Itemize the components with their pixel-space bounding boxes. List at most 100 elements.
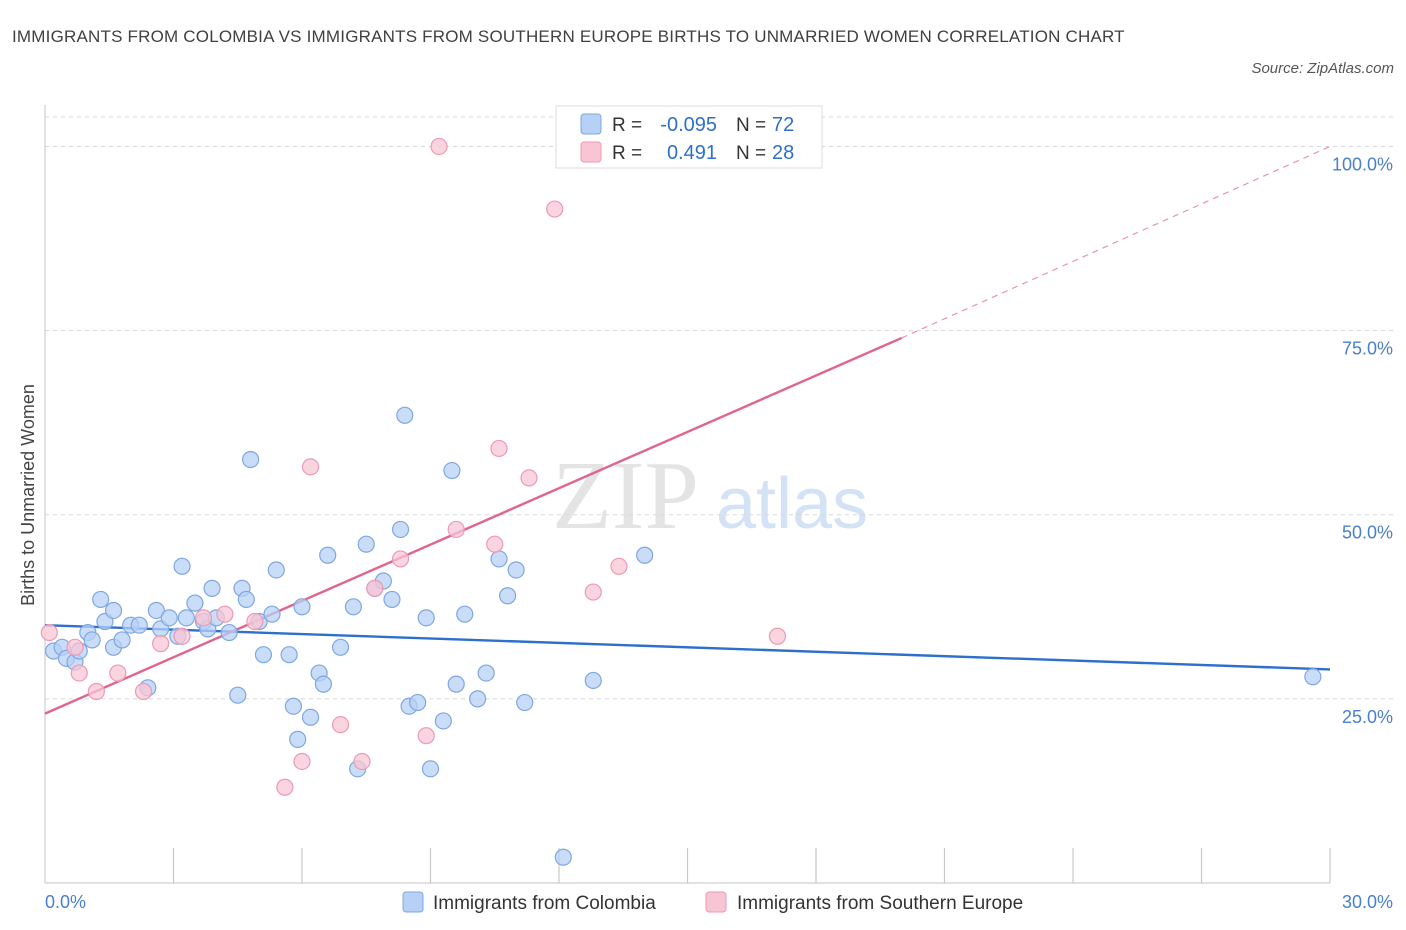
scatter-point-blue xyxy=(314,675,333,693)
scatter-point-pink xyxy=(87,682,106,701)
stats-swatch-blue xyxy=(580,113,602,135)
scatter-point-pink xyxy=(546,200,564,218)
scatter-point-blue xyxy=(280,646,298,664)
scatter-point-pink xyxy=(109,664,127,682)
stats-r-label-blue: R = xyxy=(612,115,642,136)
source-label: Source: ZipAtlas.com xyxy=(1251,60,1394,77)
y-tick-label: 25.0% xyxy=(1342,707,1393,727)
scatter-point-pink xyxy=(486,535,504,553)
scatter-point-pink xyxy=(610,557,628,575)
legend-label-southern-europe: Immigrants from Southern Europe xyxy=(737,893,1023,914)
stats-r-value-pink: 0.491 xyxy=(667,142,717,164)
scatter-point-blue xyxy=(499,587,517,605)
scatter-point-pink xyxy=(391,550,410,568)
gridlines xyxy=(45,116,1393,700)
scatter-point-blue xyxy=(391,520,410,539)
tick-labels: 25.0% 50.0% 75.0% 100.0% 0.0% 30.0% xyxy=(45,154,1393,912)
scatter-point-pink xyxy=(66,638,84,656)
scatter-point-blue xyxy=(293,598,311,616)
chart-title: IMMIGRANTS FROM COLOMBIA VS IMMIGRANTS F… xyxy=(12,27,1125,46)
scatter-point-pink xyxy=(366,579,384,597)
scatter-point-blue xyxy=(160,609,178,627)
scatter-point-pink xyxy=(490,439,508,458)
trend-line-pink xyxy=(44,336,903,715)
scatter-point-blue xyxy=(507,561,525,579)
scatter-point-blue xyxy=(92,590,110,609)
scatter-point-pink xyxy=(353,752,371,771)
stats-swatch-pink xyxy=(580,141,602,163)
scatter-point-blue xyxy=(383,590,401,609)
scatter-point-pink xyxy=(152,635,170,653)
scatter-point-pink xyxy=(173,627,191,645)
scatter-point-pink xyxy=(276,778,294,796)
scatter-point-blue xyxy=(301,708,320,726)
scatter-point-blue xyxy=(443,461,461,480)
scatter-point-pink xyxy=(584,583,602,601)
legend-label-colombia: Immigrants from Colombia xyxy=(433,893,656,914)
legend-swatch-southern-europe xyxy=(705,891,727,913)
scatter-point-blue xyxy=(516,693,534,712)
axes xyxy=(44,105,1331,884)
scatter-point-blue xyxy=(490,550,508,568)
scatter-point-blue xyxy=(113,631,131,649)
scatter-point-pink xyxy=(194,609,213,627)
scatter-point-pink xyxy=(301,458,320,476)
scatter-point-blue xyxy=(396,406,414,424)
watermark-atlas: atlas xyxy=(716,464,868,544)
trend-lines xyxy=(44,145,1331,715)
y-tick-label: 100.0% xyxy=(1332,154,1393,174)
x-tick-label: 0.0% xyxy=(45,892,86,912)
scatter-point-blue xyxy=(357,535,375,553)
stats-r-value-blue: -0.095 xyxy=(660,114,717,136)
scatter-point-blue xyxy=(554,848,572,866)
stats-n-value-pink: 28 xyxy=(772,142,794,164)
scatter-point-blue xyxy=(83,631,101,649)
scatter-point-blue xyxy=(477,664,495,682)
scatter-point-blue xyxy=(203,579,221,597)
scatter-point-blue xyxy=(173,557,191,575)
scatter-point-blue xyxy=(186,594,204,612)
scatter-point-blue xyxy=(237,590,255,609)
scatter-point-blue xyxy=(263,605,281,623)
scatter-point-pink xyxy=(768,627,787,645)
scatter-point-blue xyxy=(409,693,427,712)
scatter-point-pink xyxy=(293,752,311,771)
scatter-point-blue xyxy=(319,546,337,564)
scatter-point-blue xyxy=(331,638,350,656)
scatter-point-pink xyxy=(447,520,465,539)
scatter-point-blue xyxy=(284,697,303,715)
legend-swatch-colombia xyxy=(402,891,424,913)
scatter-point-blue xyxy=(242,450,260,469)
data-points xyxy=(40,137,1322,866)
series-legend: Immigrants from Colombia Immigrants from… xyxy=(402,891,1023,914)
scatter-point-pink xyxy=(134,682,153,701)
scatter-point-blue xyxy=(469,690,487,708)
scatter-point-blue xyxy=(434,712,452,730)
scatter-point-pink xyxy=(70,664,88,682)
stats-r-label-pink: R = xyxy=(612,143,642,164)
scatter-point-blue xyxy=(147,601,165,620)
scatter-point-blue xyxy=(417,609,435,627)
scatter-point-pink xyxy=(216,605,234,623)
trend-extension-pink xyxy=(901,145,1331,339)
x-tick-label: 30.0% xyxy=(1342,892,1393,912)
scatter-point-blue xyxy=(130,616,148,634)
y-axis-label: Births to Unmarried Women xyxy=(18,384,38,606)
scatter-point-blue xyxy=(177,609,195,627)
scatter-point-blue xyxy=(447,675,465,693)
stats-n-label-pink: N = xyxy=(736,143,766,164)
scatter-point-pink xyxy=(430,137,448,156)
scatter-point-pink xyxy=(417,727,435,745)
scatter-point-blue xyxy=(456,605,474,623)
scatter-point-pink xyxy=(520,469,538,487)
y-tick-label: 50.0% xyxy=(1342,523,1393,543)
scatter-point-blue xyxy=(344,598,362,616)
stats-n-label-blue: N = xyxy=(736,115,766,136)
scatter-point-blue xyxy=(104,601,123,620)
scatter-point-blue xyxy=(584,671,602,690)
y-tick-label: 75.0% xyxy=(1342,339,1393,359)
scatter-point-blue xyxy=(421,760,440,778)
scatter-point-pink xyxy=(331,716,350,734)
stats-legend: R = -0.095 N = 72 R = 0.491 N = 28 xyxy=(555,105,823,169)
